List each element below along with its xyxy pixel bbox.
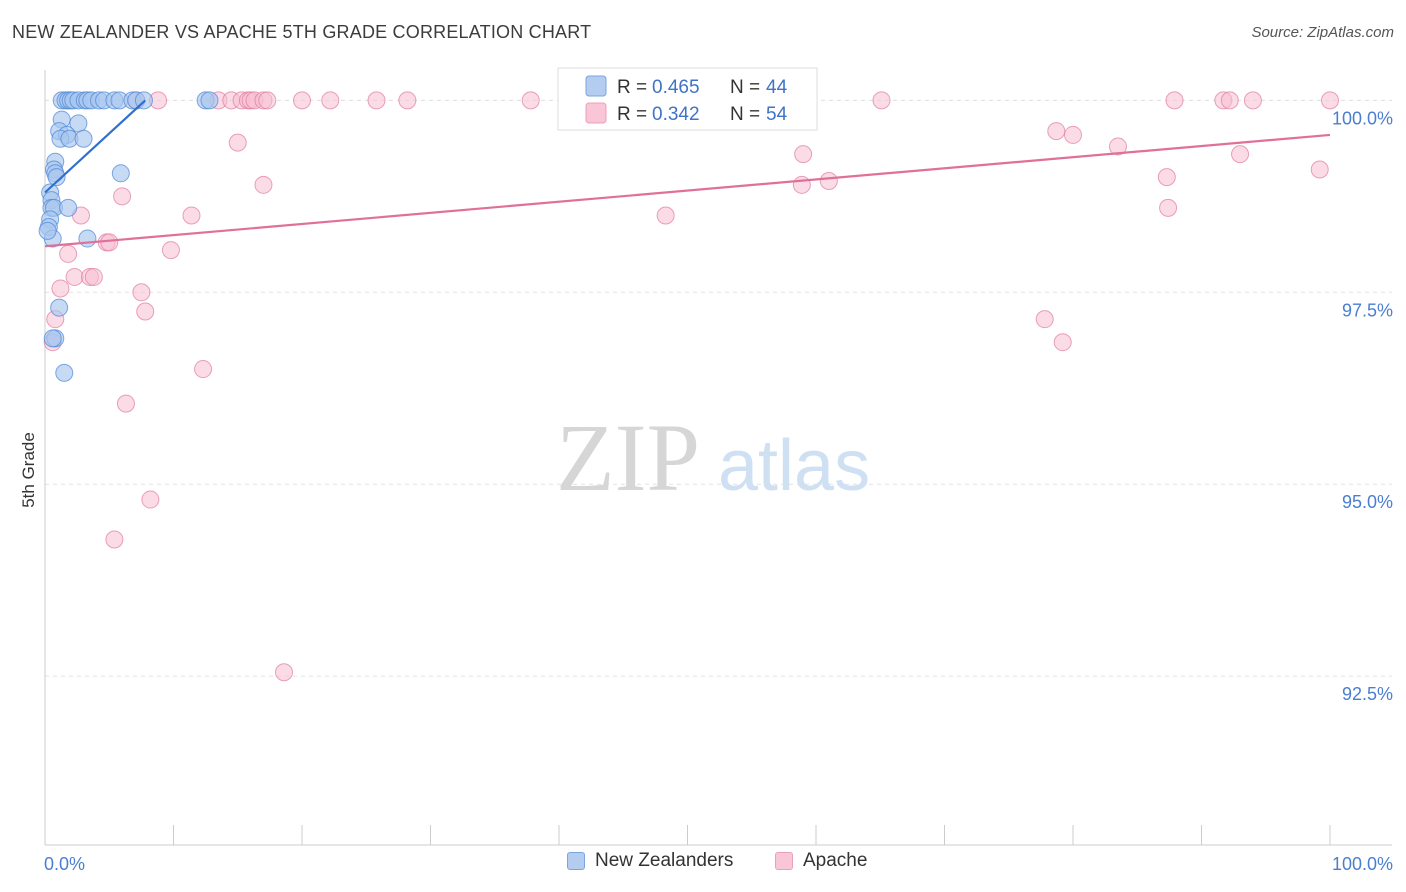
point-apache-55[interactable]	[275, 663, 294, 682]
watermark-zip: ZIP	[556, 404, 700, 511]
tick-labels: 100.0% 97.5% 95.0% 92.5% 0.0% 100.0%	[44, 108, 1393, 874]
point-apache-27[interactable]	[794, 145, 813, 164]
stats-n-value-1: 54	[766, 104, 788, 125]
y-axis-label: 5th Grade	[19, 432, 38, 508]
point-apache-54[interactable]	[105, 530, 124, 549]
grid-lines	[45, 99, 1392, 677]
stats-legend-swatch-0	[585, 75, 607, 97]
point-apache-43[interactable]	[84, 267, 103, 286]
stats-n-value-0: 44	[766, 77, 788, 98]
point-apache-53[interactable]	[141, 490, 160, 509]
point-apache-30[interactable]	[1159, 198, 1178, 217]
point-apache-49[interactable]	[1035, 310, 1054, 329]
watermark: ZIP atlas	[556, 404, 870, 511]
y-tick-label-0: 100.0%	[1332, 108, 1393, 128]
point-new-zealanders-24[interactable]	[74, 129, 93, 148]
point-new-zealanders-28[interactable]	[47, 168, 66, 187]
stats-r-label-0: R =	[617, 77, 647, 98]
y-tick-label-1: 97.5%	[1342, 300, 1393, 320]
point-apache-11[interactable]	[321, 91, 340, 110]
point-apache-39[interactable]	[161, 241, 180, 260]
point-apache-51[interactable]	[194, 360, 213, 379]
trend-line-new-zealanders	[44, 99, 146, 194]
point-apache-46[interactable]	[136, 302, 155, 321]
point-new-zealanders-34[interactable]	[59, 198, 78, 217]
point-new-zealanders-40[interactable]	[50, 298, 69, 317]
point-apache-31[interactable]	[1157, 168, 1176, 187]
point-apache-16[interactable]	[1165, 91, 1184, 110]
point-apache-19[interactable]	[1243, 91, 1262, 110]
point-apache-15[interactable]	[872, 91, 891, 110]
point-apache-41[interactable]	[65, 267, 84, 286]
point-apache-36[interactable]	[656, 206, 675, 225]
trend-line-apache	[44, 133, 1331, 248]
point-apache-44[interactable]	[51, 279, 70, 298]
point-new-zealanders-38[interactable]	[78, 229, 97, 248]
legend-swatch-new-zealanders	[567, 852, 585, 870]
point-apache-23[interactable]	[1231, 145, 1250, 164]
point-apache-28[interactable]	[819, 171, 838, 190]
point-apache-13[interactable]	[398, 91, 417, 110]
legend-item-apache[interactable]: Apache	[775, 850, 867, 872]
stats-r-label-1: R =	[617, 104, 647, 125]
point-apache-21[interactable]	[228, 133, 247, 152]
point-apache-29[interactable]	[1108, 137, 1127, 156]
series-legend: New Zealanders Apache	[0, 850, 1406, 880]
point-apache-35[interactable]	[182, 206, 201, 225]
point-apache-14[interactable]	[521, 91, 540, 110]
point-new-zealanders-42[interactable]	[43, 329, 62, 348]
point-apache-22[interactable]	[1047, 122, 1066, 141]
point-new-zealanders-43[interactable]	[55, 363, 74, 382]
point-apache-38[interactable]	[100, 233, 119, 252]
y-tick-label-3: 92.5%	[1342, 684, 1393, 704]
point-apache-32[interactable]	[1064, 125, 1082, 144]
stats-n-label-0: N =	[730, 77, 760, 98]
point-apache-18[interactable]	[1220, 91, 1239, 110]
stats-r-value-1: 0.342	[652, 104, 700, 125]
point-apache-52[interactable]	[116, 394, 135, 413]
point-apache-45[interactable]	[132, 283, 151, 302]
stats-legend-swatch-1	[585, 102, 607, 124]
stats-legend: R = 0.465 N = 44 R = 0.342 N = 54	[557, 67, 818, 131]
watermark-atlas: atlas	[718, 426, 870, 506]
x-tick-label-1: 100.0%	[1332, 854, 1393, 874]
legend-label-new-zealanders: New Zealanders	[595, 850, 734, 871]
source-credit: Source: ZipAtlas.com	[1251, 24, 1394, 41]
point-apache-12[interactable]	[367, 91, 386, 110]
point-new-zealanders-39[interactable]	[38, 221, 57, 240]
svg-text:R = 0.465 N =: R = 0.465 N = 44	[617, 77, 788, 98]
point-apache-24[interactable]	[1310, 160, 1329, 179]
point-new-zealanders-29[interactable]	[111, 164, 130, 183]
point-new-zealanders-17[interactable]	[200, 91, 219, 110]
stats-r-value-0: 0.465	[652, 77, 700, 98]
legend-item-new-zealanders[interactable]: New Zealanders	[567, 850, 733, 872]
chart-title: NEW ZEALANDER VS APACHE 5TH GRADE CORREL…	[12, 22, 592, 42]
point-apache-40[interactable]	[59, 244, 78, 263]
point-apache-26[interactable]	[792, 175, 811, 194]
point-apache-9[interactable]	[258, 91, 277, 110]
point-apache-50[interactable]	[1053, 333, 1072, 352]
points-apache	[43, 91, 1339, 682]
points-new-zealanders-blue	[38, 91, 219, 382]
point-apache-33[interactable]	[113, 187, 132, 206]
legend-label-apache: Apache	[803, 850, 868, 871]
x-tick-label-0: 0.0%	[44, 854, 85, 874]
legend-swatch-apache	[775, 852, 793, 870]
y-tick-label-2: 95.0%	[1342, 492, 1393, 512]
svg-text:R = 0.342 N =: R = 0.342 N = 54	[617, 104, 788, 125]
point-apache-20[interactable]	[1321, 91, 1339, 110]
trend-lines	[44, 99, 1331, 248]
point-apache-10[interactable]	[293, 91, 311, 110]
stats-n-label-1: N =	[730, 104, 760, 125]
point-apache-25[interactable]	[254, 175, 273, 194]
